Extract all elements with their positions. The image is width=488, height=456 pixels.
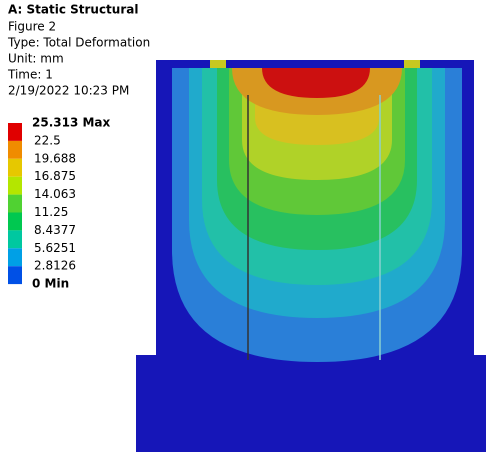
header-line: Time: 1 <box>7 68 53 82</box>
legend-label: 2.8126 <box>34 259 76 273</box>
legend-swatch <box>8 123 22 141</box>
legend-label: 19.688 <box>34 151 76 165</box>
legend: 25.313 Max 22.5 19.688 16.875 14.063 11.25 8.4… <box>8 116 111 291</box>
legend-swatch <box>8 213 22 231</box>
legend-swatch <box>8 141 22 159</box>
legend-swatch <box>8 177 22 195</box>
legend-swatch <box>8 248 22 266</box>
header-title: A: Static Structural <box>8 3 138 17</box>
header-lines: Figure 2 Type: Total Deformation Unit: mm T… <box>7 20 150 98</box>
page: {"header": {"title": "A: Static Structur… <box>0 0 488 452</box>
legend-label: 22.5 <box>34 133 61 147</box>
legend-label: 25.313 Max <box>32 116 111 130</box>
legend-swatch <box>8 159 22 177</box>
header-line: Type: Total Deformation <box>7 36 150 50</box>
screenshot: A: Static Structural Figure 2 Type: Total… <box>0 0 488 452</box>
legend-label: 16.875 <box>34 169 76 183</box>
header-line: Figure 2 <box>8 20 56 34</box>
legend-label: 14.063 <box>34 187 76 201</box>
header-line: 2/19/2022 10:23 PM <box>8 84 129 98</box>
legend-swatch <box>8 230 22 248</box>
legend-label: 11.25 <box>34 205 68 219</box>
header-line: Unit: mm <box>8 52 64 66</box>
legend-swatch <box>8 195 22 213</box>
legend-label: 0 Min <box>32 277 69 291</box>
legend-label: 8.4377 <box>34 223 76 237</box>
base <box>136 355 486 452</box>
model <box>136 60 486 452</box>
legend-swatch <box>8 266 22 284</box>
legend-label: 5.6251 <box>34 241 76 255</box>
